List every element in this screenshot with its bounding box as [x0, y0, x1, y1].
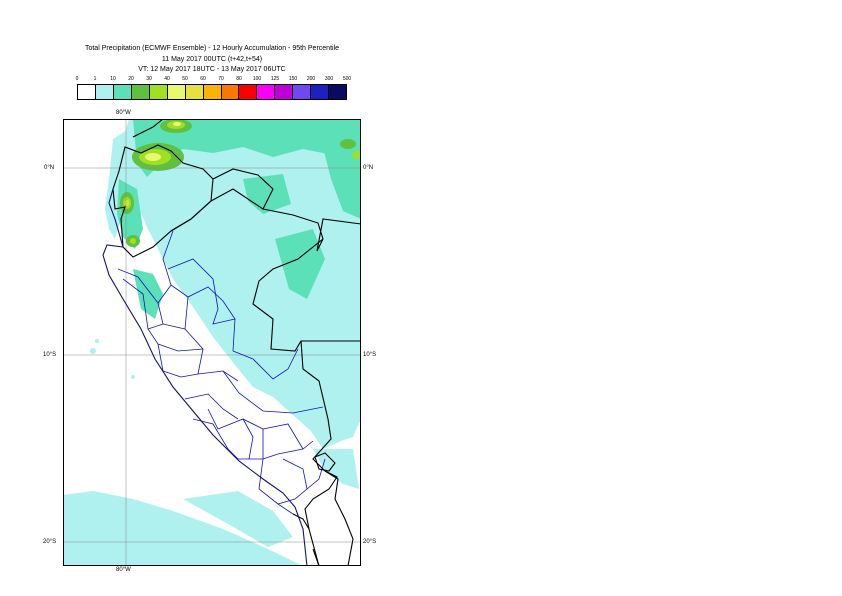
legend-label: 40	[164, 76, 170, 82]
legend-label: 10	[110, 76, 116, 82]
legend-swatch	[221, 85, 240, 99]
legend-swatch	[203, 85, 222, 99]
brazil-border	[252, 238, 361, 352]
bolivia-chile-east	[324, 470, 354, 566]
legend-label: 0	[75, 76, 79, 82]
lat-label-10-right: 10°S	[363, 352, 377, 358]
title-line-1: Total Precipitation (ECMWF Ensemble) - 1…	[84, 45, 340, 52]
precip-area-south-east	[313, 449, 359, 489]
legend-label: 125	[270, 76, 280, 82]
legend-swatch	[311, 85, 330, 99]
legend-swatch	[95, 85, 114, 99]
legend-swatch	[293, 85, 312, 99]
precipitation-map	[63, 119, 361, 566]
legend-swatch	[329, 85, 347, 99]
lon-label-top: 80°W	[116, 110, 131, 116]
precip-area-main	[119, 119, 361, 449]
legend-label: 500	[342, 76, 352, 82]
map-frame	[63, 119, 361, 566]
legend-colorbar	[77, 84, 347, 100]
precip-medium-north	[133, 119, 361, 177]
legend-label: 1	[93, 76, 97, 82]
bolivia-border	[304, 418, 338, 566]
lat-label-20-right: 20°S	[363, 539, 377, 545]
legend-label: 70	[218, 76, 224, 82]
west-coast	[102, 188, 308, 566]
legend-swatch	[78, 85, 96, 99]
precip-medium-areas	[117, 119, 361, 319]
chile-bolivia-border	[292, 513, 320, 566]
country-borders	[102, 119, 361, 566]
legend-label: 20	[128, 76, 134, 82]
precip-area-southwest-2	[183, 491, 293, 547]
precip-spot	[131, 375, 135, 379]
lat-label-0: 0°N	[44, 165, 55, 171]
legend-swatch	[167, 85, 186, 99]
lake-titicaca	[314, 452, 336, 472]
legend-swatch	[185, 85, 204, 99]
precip-spot	[90, 348, 96, 354]
legend-swatch	[239, 85, 258, 99]
legend-swatch	[257, 85, 276, 99]
peru-brazil-south	[300, 340, 329, 420]
peru-north-border	[170, 188, 264, 232]
legend-swatch	[275, 85, 294, 99]
legend-label: 150	[288, 76, 298, 82]
legend-label: 50	[182, 76, 188, 82]
lon-label-bottom: 80°W	[116, 567, 131, 573]
lat-label-10: 10°S	[43, 352, 57, 358]
title-line-2: 11 May 2017 00UTC (t+42,t+54)	[161, 56, 263, 63]
precip-spot	[95, 339, 99, 343]
legend-label: 300	[324, 76, 334, 82]
legend-label: 80	[236, 76, 242, 82]
legend-swatch	[149, 85, 168, 99]
precip-medium-sw	[133, 269, 163, 319]
lat-label-20: 20°S	[43, 539, 57, 545]
precip-medium-east	[275, 229, 325, 299]
legend-label: 200	[306, 76, 316, 82]
legend-swatch	[131, 85, 150, 99]
title-line-3: VT: 12 May 2017 18UTC - 13 May 2017 06UT…	[138, 66, 286, 73]
legend-label: 30	[146, 76, 152, 82]
precip-heavy-cells	[120, 119, 361, 247]
precip-medium-ne	[321, 139, 361, 219]
legend-swatch	[113, 85, 132, 99]
precip-light-areas	[63, 119, 361, 566]
legend-label: 100	[252, 76, 262, 82]
graticule	[63, 119, 361, 566]
region-borders	[117, 230, 326, 515]
lat-label-0-right: 0°N	[363, 165, 374, 171]
legend-label: 60	[200, 76, 206, 82]
colombia-border	[132, 119, 361, 252]
precip-area-southwest	[63, 491, 303, 566]
